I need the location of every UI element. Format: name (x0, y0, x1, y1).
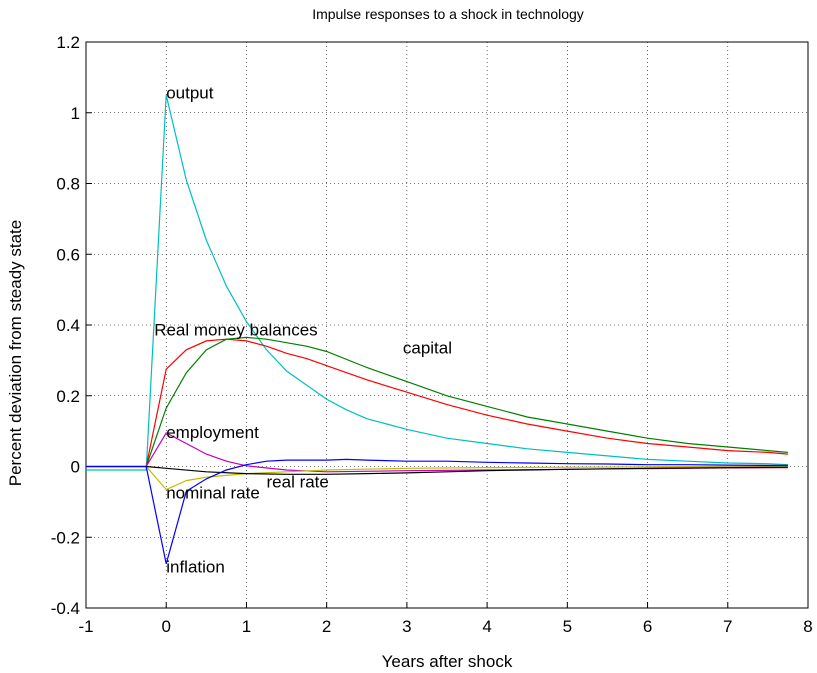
series-line-output (86, 94, 788, 471)
x-tick-label: -1 (78, 617, 93, 636)
series-line-real-rate (86, 465, 788, 475)
y-axis-ticks: -0.4 -0.2 0 0.2 0.4 0.6 0.8 1 1.2 (51, 33, 92, 618)
annotation-nominal-rate: nominal rate (166, 483, 260, 502)
x-tick-label: 3 (402, 617, 411, 636)
series-lines (86, 94, 788, 564)
chart-title: Impulse responses to a shock in technolo… (312, 6, 584, 22)
y-tick-label: 0.2 (56, 387, 80, 406)
series-line-real-money-balances (145, 338, 788, 467)
y-tick-label: -0.2 (51, 528, 80, 547)
y-tick-label: 0.4 (56, 316, 80, 335)
series-line-capital (145, 336, 788, 467)
annotation-capital: capital (403, 338, 452, 357)
x-tick-label: 5 (563, 617, 572, 636)
y-tick-label: 1 (71, 104, 80, 123)
series-line-inflation (86, 458, 788, 564)
y-tick-label: 1.2 (56, 33, 80, 52)
x-tick-label: 7 (723, 617, 732, 636)
x-axis-label: Years after shock (382, 652, 513, 671)
x-axis-ticks: -1 0 1 2 3 4 5 6 7 8 (78, 602, 813, 636)
x-tick-label: 0 (161, 617, 170, 636)
y-tick-label: 0 (71, 458, 80, 477)
annotation-inflation: inflation (166, 558, 225, 577)
series-line-nominal-rate (86, 465, 788, 491)
y-tick-label: 0.6 (56, 245, 80, 264)
x-tick-label: 6 (643, 617, 652, 636)
x-tick-label: 4 (482, 617, 491, 636)
x-tick-label: 1 (242, 617, 251, 636)
annotation-real-rate: real rate (267, 473, 329, 492)
annotations: output Real money balances capital employme… (154, 84, 452, 577)
annotation-output: output (166, 84, 214, 103)
x-tick-label: 8 (803, 617, 812, 636)
annotation-employment: employment (166, 423, 259, 442)
x-tick-label: 2 (322, 617, 331, 636)
y-tick-label: 0.8 (56, 175, 80, 194)
y-axis-label: Percent deviation from steady state (6, 220, 25, 486)
annotation-real-money-balances: Real money balances (154, 321, 317, 340)
y-tick-label: -0.4 (51, 599, 80, 618)
